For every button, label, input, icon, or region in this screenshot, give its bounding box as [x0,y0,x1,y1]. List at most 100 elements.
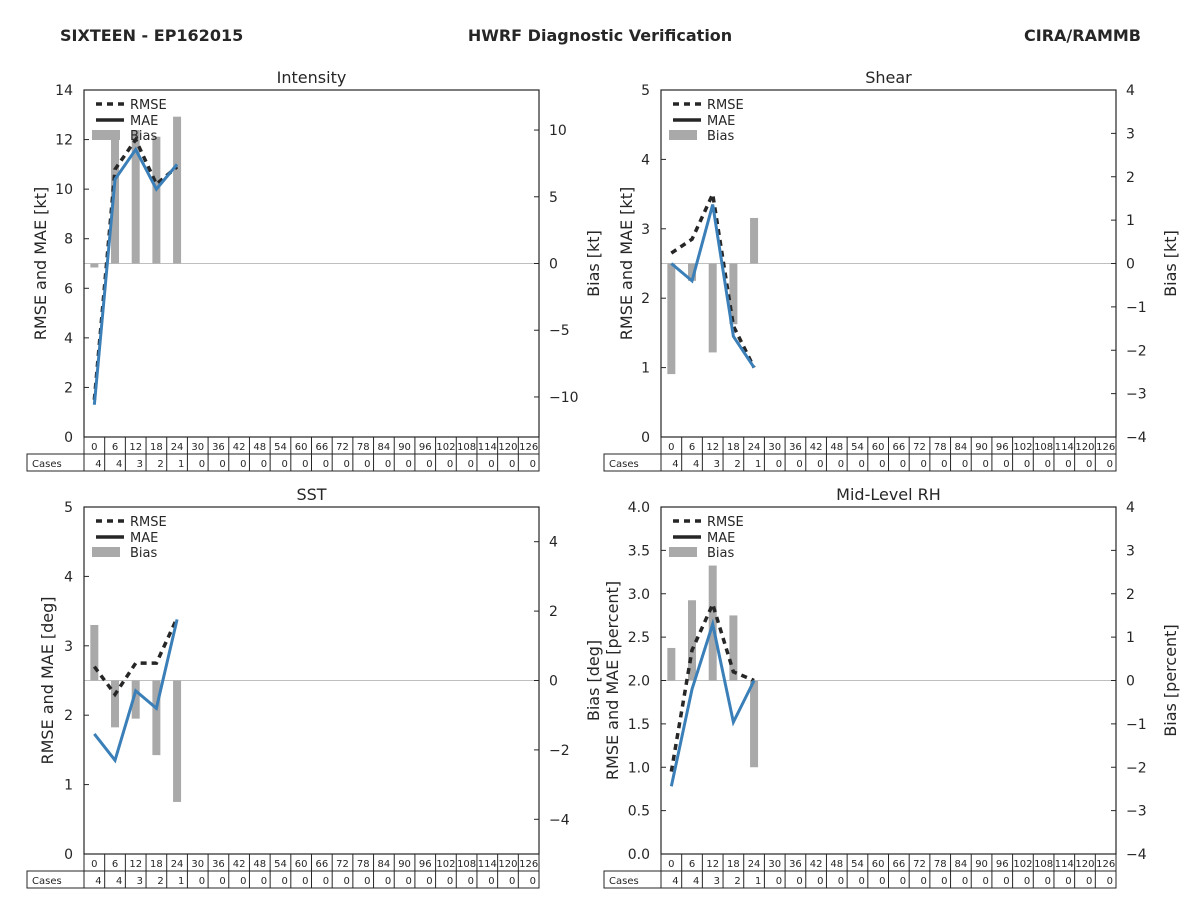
cases-value-12: 3 [137,876,143,887]
hour-label-54: 54 [274,442,287,453]
legend-bias-label: Bias [707,129,734,144]
cases-value-12: 3 [137,459,143,470]
cases-value-60: 0 [879,876,885,887]
cases-value-60: 0 [302,459,308,470]
cases-table: Cases04641231822413003604204805406006607… [26,853,540,889]
hour-label-84: 84 [955,442,968,453]
y2-tick-label: −5 [549,323,570,339]
bias-bar-18 [152,680,161,756]
cases-value-96: 0 [1003,459,1009,470]
hour-label-24: 24 [748,859,761,870]
hour-label-126: 126 [1096,859,1115,870]
hour-label-36: 36 [212,859,225,870]
hour-label-42: 42 [810,859,823,870]
y2-tick-label: 2 [1126,170,1135,186]
hour-label-6: 6 [112,442,118,453]
cases-value-120: 0 [1086,459,1092,470]
hour-label-96: 96 [996,442,1009,453]
cases-value-114: 0 [488,459,494,470]
cases-label-cell [603,453,662,472]
cases-value-36: 0 [219,459,225,470]
hour-label-120: 120 [1075,442,1094,453]
y-tick-label: 2 [64,708,73,724]
y2-tick-label: 0 [549,674,558,690]
y2-tick-label: −2 [1126,343,1147,359]
y-tick-label: 0 [64,847,73,863]
cases-value-102: 0 [447,459,453,470]
cases-value-84: 0 [385,459,391,470]
chart-title: Intensity [277,68,347,87]
cases-label-cell [26,870,85,889]
hour-label-66: 66 [315,442,328,453]
y2-tick-label: 5 [549,190,558,206]
cases-label: Cases [609,459,639,470]
cases-value-48: 0 [838,876,844,887]
y-tick-label: 3.0 [628,587,650,603]
cases-value-72: 0 [343,459,349,470]
header-right-title: CIRA/RAMMB [1024,26,1141,45]
cases-value-72: 0 [343,876,349,887]
hour-label-6: 6 [689,442,695,453]
bias-bar-0 [90,263,99,268]
y-tick-label: 3.5 [628,543,650,559]
hour-label-84: 84 [378,442,391,453]
legend-bias-label: Bias [130,546,157,561]
y-tick-label: 5 [641,83,650,99]
cases-value-66: 0 [323,876,329,887]
cases-value-48: 0 [261,459,267,470]
cases-value-18: 2 [734,876,740,887]
bias-bar-6 [688,263,697,281]
cases-value-126: 0 [1107,876,1113,887]
cases-value-0: 4 [95,459,101,470]
mae-line [92,146,179,405]
y2-tick-label: −2 [1126,760,1147,776]
hour-label-6: 6 [689,859,695,870]
y2-tick-label: −3 [1126,387,1147,403]
legend-mae-label: MAE [130,114,158,129]
y-tick-label: 4 [64,331,73,347]
cases-value-6: 4 [693,876,699,887]
cases-value-120: 0 [1086,876,1092,887]
mae-line [670,204,756,369]
hour-label-102: 102 [1013,859,1032,870]
legend-mae-label: MAE [130,531,158,546]
cases-value-18: 2 [734,459,740,470]
legend-bias-label: Bias [707,546,734,561]
cases-value-126: 0 [530,459,536,470]
y2-tick-label: −10 [549,390,579,406]
cases-value-12: 3 [714,459,720,470]
y-tick-label: 4.0 [628,500,650,516]
cases-value-126: 0 [530,876,536,887]
cases-value-90: 0 [406,876,412,887]
y2-tick-label: 0 [1126,257,1135,273]
hour-label-78: 78 [934,859,947,870]
hour-label-18: 18 [150,442,163,453]
cases-value-90: 0 [406,459,412,470]
y-tick-label: 6 [64,281,73,297]
legend-bias-swatch [669,547,697,557]
bias-bar-6 [111,130,120,264]
y2-tick-label: 0 [1126,674,1135,690]
y-tick-label: 1.0 [628,760,650,776]
cases-value-120: 0 [509,876,515,887]
cases-value-78: 0 [941,459,947,470]
y-axis-label: RMSE and MAE [kt] [31,187,50,340]
hour-label-78: 78 [934,442,947,453]
y2-tick-label: −4 [1126,430,1147,446]
hour-label-78: 78 [357,859,370,870]
hour-label-30: 30 [191,859,204,870]
y-axis-label: RMSE and MAE [kt] [617,187,636,340]
y2-tick-label: 3 [1126,543,1135,559]
y-tick-label: 2.5 [628,630,650,646]
hour-label-72: 72 [336,442,349,453]
cases-table: Cases04641231822413003604204805406006607… [603,853,1117,889]
y2-tick-label: −4 [549,812,570,828]
hour-label-72: 72 [913,859,926,870]
bias-bar-6 [111,680,120,728]
hour-label-114: 114 [478,859,497,870]
y-tick-label: 2 [64,380,73,396]
hour-label-30: 30 [768,442,781,453]
cases-value-42: 0 [240,459,246,470]
cases-label-cell [26,453,85,472]
